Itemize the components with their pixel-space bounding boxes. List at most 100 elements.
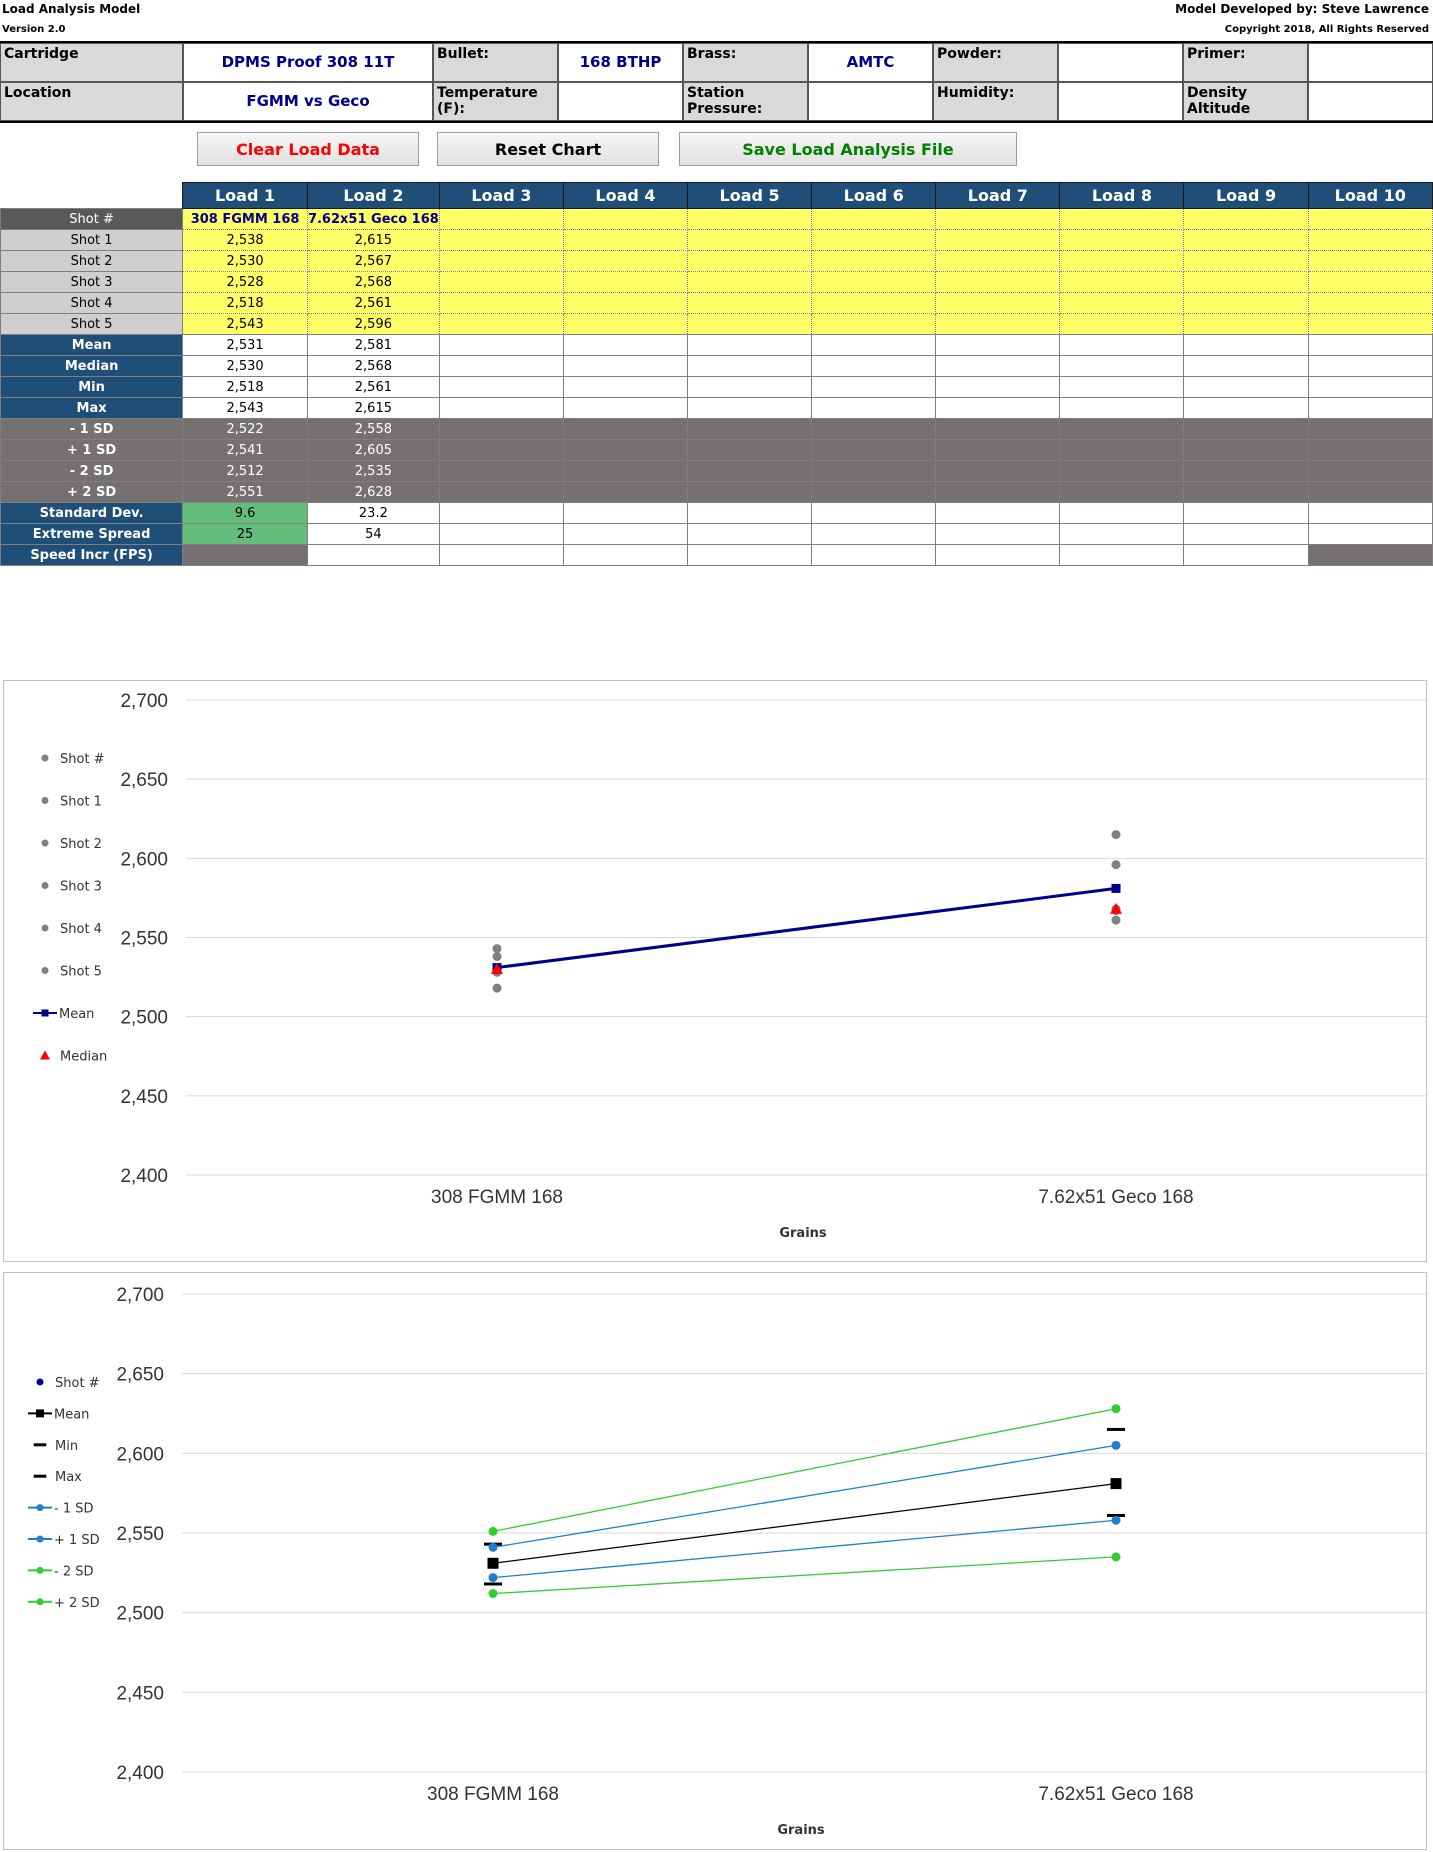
table-cell[interactable] [1307,250,1433,272]
table-cell[interactable] [1183,271,1309,293]
table-cell[interactable]: 2,528 [182,271,308,293]
bullet-field[interactable]: 168 BTHP [558,43,683,82]
table-cell[interactable] [935,250,1061,272]
load-name-cell[interactable] [811,208,937,230]
table-cell[interactable] [1059,313,1185,335]
table-cell [562,418,689,440]
legend-label: Median [60,1050,107,1065]
table-cell[interactable] [562,271,689,293]
table-cell[interactable] [1059,292,1185,314]
y-tick-label: 2,400 [116,1763,164,1784]
temperature-field[interactable] [558,82,683,121]
table-cell [1307,523,1433,545]
data-point [488,1542,498,1552]
legend-label: + 2 SD [54,1596,100,1611]
density-altitude-field[interactable] [1308,82,1433,121]
save-load-analysis-file-button[interactable]: Save Load Analysis File [679,132,1017,166]
load-name-cell[interactable] [438,208,564,230]
table-cell[interactable]: 2,568 [306,271,440,293]
table-cell[interactable] [1307,313,1433,335]
load-header: Load 6 [811,182,937,209]
sd-chart-svg: 2,400 2,450 2,500 2,550 2,600 2,650 2,700 308 F… [28,1285,1428,1838]
load-name-cell[interactable] [1307,208,1433,230]
table-cell: 2,581 [306,334,440,356]
table-cell[interactable] [1307,229,1433,251]
row-label: Shot # [0,208,184,230]
table-cell[interactable] [811,313,937,335]
location-field[interactable]: FGMM vs Geco [183,82,433,121]
table-cell[interactable]: 2,596 [306,313,440,335]
legend-label: Shot 3 [60,880,102,895]
table-cell[interactable] [438,271,564,293]
station-pressure-label: Station Pressure: [683,82,808,121]
station-pressure-field[interactable] [808,82,933,121]
table-cell[interactable] [1059,250,1185,272]
table-cell [811,334,937,356]
table-cell[interactable] [1183,292,1309,314]
table-cell[interactable]: 2,518 [182,292,308,314]
table-cell[interactable] [935,292,1061,314]
load-name-cell[interactable] [1183,208,1309,230]
legend-marker [36,1378,44,1386]
table-cell[interactable] [935,271,1061,293]
table-cell[interactable] [935,229,1061,251]
table-cell[interactable]: 2,530 [182,250,308,272]
cartridge-field[interactable]: DPMS Proof 308 11T [183,43,433,82]
load-name-cell[interactable]: 7.62x51 Geco 168 [306,208,440,230]
data-point [1111,1440,1121,1450]
table-cell[interactable] [1307,271,1433,293]
data-point [487,1557,499,1569]
app-title: Load Analysis Model [2,2,141,16]
table-cell[interactable] [811,229,937,251]
table-cell[interactable] [562,292,689,314]
table-cell[interactable]: 2,567 [306,250,440,272]
table-cell[interactable] [1183,250,1309,272]
table-cell [935,439,1061,461]
table-cell[interactable] [1183,313,1309,335]
table-cell[interactable] [935,313,1061,335]
table-cell [1183,544,1309,566]
table-cell[interactable] [811,271,937,293]
table-cell[interactable] [1059,229,1185,251]
table-cell[interactable] [1183,229,1309,251]
primer-field[interactable] [1308,43,1433,82]
load-name-cell[interactable] [687,208,813,230]
table-cell[interactable] [687,313,813,335]
legend-marker [41,839,49,847]
table-cell[interactable] [811,292,937,314]
table-row: Speed Incr (FPS) [0,544,1433,566]
clear-load-data-button[interactable]: Clear Load Data [197,132,419,166]
table-cell[interactable]: 2,543 [182,313,308,335]
table-cell[interactable]: 2,615 [306,229,440,251]
table-cell[interactable] [562,229,689,251]
table-cell[interactable] [438,292,564,314]
brass-field[interactable]: AMTC [808,43,933,82]
table-cell[interactable] [438,229,564,251]
table-cell[interactable] [438,313,564,335]
load-name-cell[interactable] [935,208,1061,230]
table-cell[interactable] [811,250,937,272]
table-cell[interactable] [562,313,689,335]
table-cell [1059,481,1185,503]
table-cell[interactable] [1307,292,1433,314]
table-cell[interactable] [562,250,689,272]
load-name-cell[interactable]: 308 FGMM 168 [182,208,308,230]
table-cell[interactable] [687,250,813,272]
table-row: Min 2,518 2,561 [0,376,1433,398]
table-cell[interactable] [687,271,813,293]
table-cell [1307,439,1433,461]
table-cell [438,334,564,356]
reset-chart-button[interactable]: Reset Chart [437,132,659,166]
powder-field[interactable] [1058,43,1183,82]
table-cell[interactable] [1059,271,1185,293]
load-name-cell[interactable] [562,208,689,230]
table-cell[interactable] [687,292,813,314]
table-cell[interactable]: 2,561 [306,292,440,314]
table-cell[interactable]: 2,538 [182,229,308,251]
table-cell[interactable] [687,229,813,251]
location-label: Location [0,82,183,121]
load-name-cell[interactable] [1059,208,1185,230]
humidity-field[interactable] [1058,82,1183,121]
table-cell [935,523,1061,545]
table-cell[interactable] [438,250,564,272]
